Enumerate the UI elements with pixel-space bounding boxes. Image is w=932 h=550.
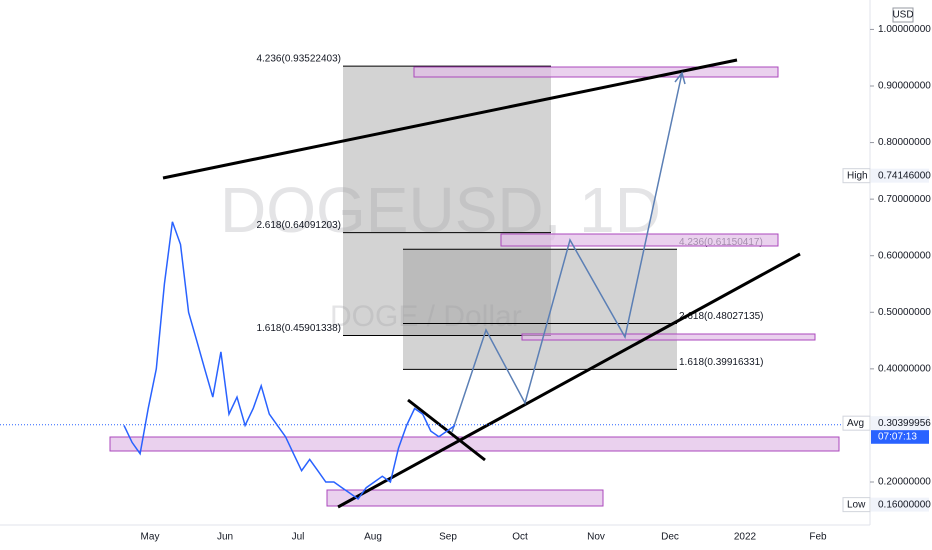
- fib-box: [343, 66, 551, 336]
- trendline: [407, 398, 486, 462]
- x-tick-label: Jun: [217, 532, 233, 543]
- y-tick-label: 0.90000000: [878, 81, 931, 92]
- zone: [521, 333, 816, 341]
- y-tick-label: 0.80000000: [878, 137, 931, 148]
- projection-path: [451, 72, 683, 433]
- watermark-sub: DOGE / Dollar: [330, 300, 522, 333]
- marker-name: High: [847, 170, 868, 181]
- marker-tag: [842, 497, 871, 513]
- y-tick-label: 1.00000000: [878, 24, 931, 35]
- marker-value: 0.16000000: [878, 499, 931, 510]
- zone: [109, 436, 840, 452]
- marker-box: [871, 416, 929, 431]
- x-tick-label: May: [141, 532, 160, 543]
- currency-box: [892, 7, 914, 23]
- x-tick-label: Jul: [292, 532, 305, 543]
- y-tick-label: 0.60000000: [878, 250, 931, 261]
- trendline: [162, 58, 738, 180]
- marker-name: Avg: [847, 418, 864, 429]
- marker-box: [871, 497, 929, 512]
- x-tick-label: Dec: [661, 532, 679, 543]
- trendline: [337, 252, 801, 509]
- x-tick-label: Nov: [587, 532, 605, 543]
- fib-label: 1.618(0.39916331): [679, 357, 764, 368]
- x-tick-label: Aug: [364, 532, 382, 543]
- fib-label: 4.236(0.93522403): [256, 54, 341, 65]
- currency: USD: [892, 10, 913, 21]
- y-tick-label: 0.40000000: [878, 363, 931, 374]
- price-line: [123, 221, 456, 501]
- countdown: 07:07:13: [878, 431, 917, 442]
- x-tick-label: 2022: [734, 532, 757, 543]
- zone: [326, 489, 604, 507]
- x-tick-label: Sep: [439, 532, 457, 543]
- marker-value: 0.30399956: [878, 418, 931, 429]
- y-tick-label: 0.70000000: [878, 194, 931, 205]
- fib-label: 2.618(0.64091203): [256, 220, 341, 231]
- y-tick-label: 0.50000000: [878, 307, 931, 318]
- y-tick-label: 0.20000000: [878, 477, 931, 488]
- x-tick-label: Oct: [512, 532, 528, 543]
- marker-tag: [842, 415, 871, 431]
- x-tick-label: Feb: [809, 532, 827, 543]
- marker-tag: [842, 168, 871, 184]
- marker-name: Low: [847, 499, 866, 510]
- marker-value: 0.74146000: [878, 170, 931, 181]
- zone: [413, 66, 779, 78]
- fib-label: 2.618(0.48027135): [679, 311, 764, 322]
- zone: [500, 233, 779, 247]
- marker-box: [871, 168, 929, 183]
- arrow-head: [674, 71, 686, 85]
- fib-label: 1.618(0.45901338): [256, 323, 341, 334]
